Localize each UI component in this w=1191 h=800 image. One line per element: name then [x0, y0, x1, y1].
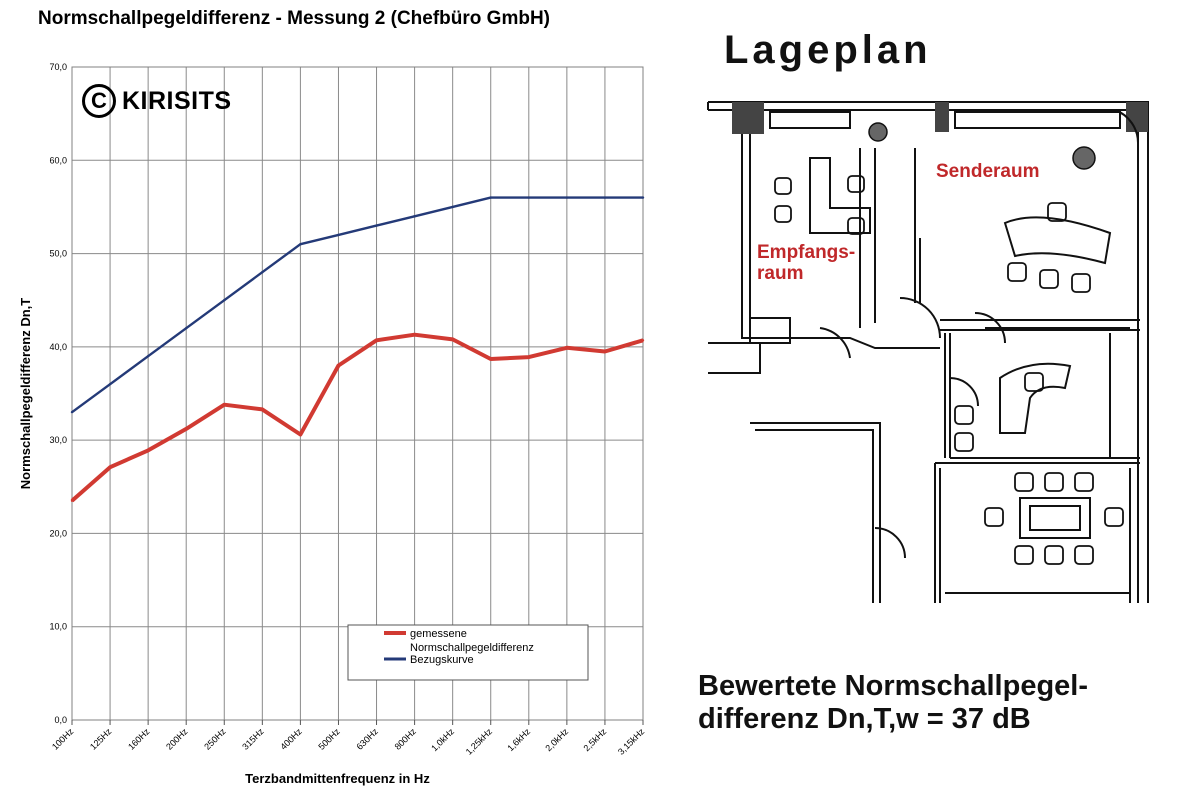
legend: gemessene Normschallpegeldifferenz Bezug… [347, 624, 589, 681]
x-tick-label: 1,6kHz [505, 726, 532, 753]
data-point-reference [70, 410, 74, 414]
rating-line-1: Bewertete Normschallpegel- [698, 670, 1089, 702]
copyright-icon: C [82, 84, 116, 118]
data-point-measured [146, 449, 150, 452]
chart-grid [71, 66, 644, 721]
chart-title: Normschallpegeldifferenz - Messung 2 (Ch… [38, 8, 550, 29]
watermark: C KIRISITS [82, 84, 232, 118]
x-tick-label: 315Hz [240, 726, 266, 752]
series-line-reference [71, 196, 643, 414]
x-tick-label: 100Hz [50, 726, 76, 752]
y-tick-label: 20,0 [49, 528, 67, 538]
data-point-reference [299, 243, 302, 246]
x-tick-label: 250Hz [202, 726, 228, 752]
y-tick-label: 30,0 [49, 435, 67, 445]
series-layer [70, 196, 645, 503]
y-axis-label: Normschallpegeldifferenz Dn,T [18, 298, 33, 489]
data-point-reference [337, 233, 340, 237]
data-point-reference [413, 215, 416, 218]
x-tick-label: 125Hz [88, 726, 114, 752]
data-point-reference [641, 196, 645, 199]
data-point-measured [565, 346, 569, 349]
data-point-measured [489, 357, 492, 361]
x-tick-label: 3,15kHz [616, 726, 647, 757]
data-point-measured [451, 338, 454, 341]
x-tick-label: 400Hz [278, 726, 304, 752]
series-line-measured [70, 332, 644, 503]
data-point-reference [603, 196, 607, 199]
x-tick-label: 1,25kHz [464, 726, 495, 757]
room-label-empfangsraum-line2: raum [757, 263, 804, 284]
line-chart: 0,0 10,0 20,0 30,0 40,0 50,0 60,0 70,0 100Hz 125H… [18, 62, 647, 786]
rating-text: Bewertete Normschallpegel- differenz Dn,… [698, 670, 1088, 736]
data-point-measured [641, 339, 645, 342]
x-tick-label: 630Hz [354, 726, 380, 752]
data-point-measured [185, 427, 188, 431]
data-point-reference [185, 327, 188, 330]
watermark-text: KIRISITS [122, 86, 232, 115]
data-point-measured [108, 465, 112, 469]
y-tick-label: 0,0 [54, 715, 67, 725]
data-point-reference [565, 196, 569, 199]
data-point-reference [451, 205, 454, 209]
data-point-reference [108, 382, 112, 386]
data-point-measured [603, 350, 607, 353]
data-point-measured [337, 364, 340, 367]
legend-label-measured-2: Normschallpegeldifferenz [410, 642, 534, 654]
plot-area [71, 66, 644, 721]
data-point-measured [299, 433, 302, 436]
data-point-measured [375, 339, 378, 342]
data-point-reference [489, 196, 492, 199]
x-tick-label: 500Hz [316, 726, 342, 752]
x-tick-label: 160Hz [126, 726, 152, 752]
data-point-reference [527, 196, 530, 199]
data-point-measured [70, 499, 74, 502]
y-tick-label: 60,0 [49, 155, 67, 165]
x-tick-label: 2,0kHz [543, 726, 570, 753]
rating-line-2: differenz Dn,T,w = 37 dB [698, 703, 1031, 735]
data-point-measured [413, 333, 416, 336]
legend-label-measured-1: gemessene [410, 628, 467, 640]
legend-label-reference: Bezugskurve [410, 654, 474, 666]
y-tick-label: 10,0 [49, 622, 67, 632]
x-tick-label: 200Hz [164, 726, 190, 752]
data-point-reference [223, 299, 226, 302]
y-tick-label: 40,0 [49, 342, 67, 352]
x-tick-label: 1,0kHz [429, 726, 456, 753]
room-label-senderaum: Senderaum [936, 161, 1040, 182]
plan-title: Lageplan [724, 28, 932, 72]
data-point-reference [146, 354, 150, 358]
y-tick-label: 50,0 [49, 249, 67, 259]
x-tick-label: 800Hz [393, 726, 419, 752]
y-tick-label: 70,0 [49, 62, 67, 72]
room-label-empfangsraum: Empfangs- raum [757, 242, 855, 284]
x-tick-label: 2,5kHz [581, 726, 608, 753]
data-point-reference [261, 271, 264, 274]
data-point-measured [261, 408, 264, 411]
data-point-measured [223, 403, 226, 406]
room-label-empfangsraum-line1: Empfangs- [757, 242, 856, 263]
data-point-reference [375, 224, 378, 227]
data-point-measured [527, 355, 530, 359]
x-axis-label: Terzbandmittenfrequenz in Hz [245, 771, 430, 786]
floor-plan-drawing [707, 101, 1149, 603]
